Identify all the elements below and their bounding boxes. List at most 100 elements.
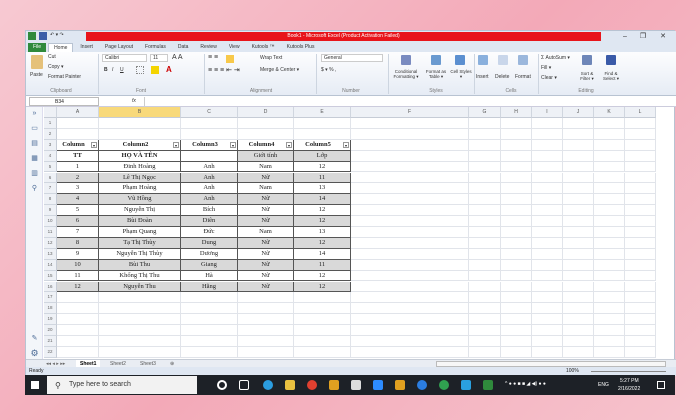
- cell[interactable]: [501, 128, 532, 140]
- cell[interactable]: [625, 205, 656, 217]
- cell[interactable]: [501, 281, 532, 293]
- cell[interactable]: [594, 248, 625, 260]
- cell[interactable]: [351, 194, 469, 206]
- cell[interactable]: [238, 118, 294, 129]
- cell[interactable]: [532, 194, 563, 206]
- table-cell[interactable]: Nữ: [238, 194, 294, 206]
- cell[interactable]: [469, 172, 501, 184]
- table-cell[interactable]: Nữ: [238, 172, 294, 184]
- table-cell[interactable]: Nữ: [238, 205, 294, 217]
- table-header-cell[interactable]: Column3 ▾: [181, 139, 238, 151]
- cell[interactable]: [57, 292, 99, 304]
- cell[interactable]: [501, 194, 532, 206]
- cell[interactable]: [594, 270, 625, 282]
- table-cell[interactable]: 9: [57, 248, 99, 260]
- cell[interactable]: [469, 281, 501, 293]
- taskbar-search[interactable]: Type here to search: [47, 376, 197, 394]
- cell[interactable]: [594, 259, 625, 271]
- cell[interactable]: [501, 237, 532, 249]
- table-cell[interactable]: 11: [294, 259, 351, 271]
- row-header[interactable]: 18: [44, 303, 57, 315]
- cell[interactable]: [469, 259, 501, 271]
- cell[interactable]: [594, 314, 625, 326]
- cell[interactable]: [625, 161, 656, 173]
- format-table-button[interactable]: Format as Table ▾: [425, 69, 447, 79]
- cell[interactable]: [625, 292, 656, 304]
- cell[interactable]: [469, 314, 501, 326]
- cell[interactable]: [563, 139, 594, 151]
- table-cell[interactable]: [181, 150, 238, 162]
- cell[interactable]: [625, 139, 656, 151]
- table-cell[interactable]: 13: [294, 227, 351, 238]
- cell[interactable]: [625, 216, 656, 227]
- filter-dropdown-icon[interactable]: ▾: [91, 141, 97, 148]
- excel-taskbar-icon[interactable]: [483, 380, 493, 390]
- cell[interactable]: [563, 292, 594, 304]
- table-cell[interactable]: Đức: [181, 227, 238, 238]
- cell[interactable]: [351, 150, 469, 162]
- fill-color-icon[interactable]: [151, 66, 159, 74]
- column-header-G[interactable]: G: [469, 107, 501, 118]
- borders-icon[interactable]: [136, 66, 144, 74]
- minimize-button[interactable]: –: [623, 33, 627, 40]
- table-cell[interactable]: 3: [57, 183, 99, 195]
- cell[interactable]: [563, 281, 594, 293]
- table-cell[interactable]: Bích: [181, 205, 238, 217]
- cell[interactable]: [294, 292, 351, 304]
- currency-button[interactable]: $ ▾ % ,: [321, 67, 337, 73]
- cell[interactable]: [501, 139, 532, 151]
- tab-kutools-plus[interactable]: Kutools Plus: [286, 44, 315, 50]
- tab-file[interactable]: File: [28, 43, 47, 52]
- cell[interactable]: [625, 346, 656, 358]
- table-cell[interactable]: Đinh Hoàng: [99, 161, 181, 173]
- sheet-tab-sheet1[interactable]: Sheet1: [76, 360, 101, 368]
- cell[interactable]: [294, 118, 351, 129]
- cell[interactable]: [563, 237, 594, 249]
- paste-button[interactable]: Paste: [30, 72, 43, 78]
- formula-input[interactable]: [144, 97, 672, 106]
- table-cell[interactable]: Anh: [181, 161, 238, 173]
- filter-dropdown-icon[interactable]: ▾: [173, 141, 179, 148]
- cell[interactable]: [351, 336, 469, 347]
- table-cell[interactable]: Anh: [181, 183, 238, 195]
- note-icon[interactable]: ✎: [31, 335, 38, 342]
- cortana-icon[interactable]: [217, 380, 227, 390]
- table-cell[interactable]: Giới tính: [238, 150, 294, 162]
- font-size-select[interactable]: 11: [150, 54, 168, 62]
- cell[interactable]: [532, 139, 563, 151]
- cell[interactable]: [625, 172, 656, 184]
- workbook-icon[interactable]: ▭: [31, 125, 38, 132]
- cell[interactable]: [351, 227, 469, 238]
- cell[interactable]: [594, 292, 625, 304]
- cell[interactable]: [351, 205, 469, 217]
- table-cell[interactable]: Vũ Hồng: [99, 194, 181, 206]
- cell[interactable]: [594, 227, 625, 238]
- cell[interactable]: [563, 216, 594, 227]
- task-view-icon[interactable]: [239, 380, 249, 390]
- cell[interactable]: [469, 216, 501, 227]
- cell[interactable]: [181, 336, 238, 347]
- find-replace-icon[interactable]: ⚲: [31, 185, 38, 192]
- cell[interactable]: [469, 183, 501, 195]
- cell[interactable]: [625, 237, 656, 249]
- cell[interactable]: [532, 161, 563, 173]
- wrap-text-button[interactable]: Wrap Text: [260, 55, 283, 61]
- row-header[interactable]: 15: [44, 270, 57, 282]
- cell[interactable]: [532, 172, 563, 184]
- table-cell[interactable]: 2: [57, 172, 99, 184]
- cell[interactable]: [594, 128, 625, 140]
- cell[interactable]: [99, 314, 181, 326]
- cell[interactable]: [625, 194, 656, 206]
- table-cell[interactable]: 12: [294, 281, 351, 293]
- table-cell[interactable]: 12: [294, 216, 351, 227]
- table-cell[interactable]: Nam: [238, 183, 294, 195]
- table-cell[interactable]: 10: [57, 259, 99, 271]
- column-header-E[interactable]: E: [294, 107, 351, 118]
- cell[interactable]: [594, 216, 625, 227]
- cell[interactable]: [57, 314, 99, 326]
- table-cell[interactable]: HỌ VÀ TÊN: [99, 150, 181, 162]
- cell[interactable]: [563, 183, 594, 195]
- app-icon[interactable]: [351, 380, 361, 390]
- cell[interactable]: [99, 292, 181, 304]
- grow-font-icon[interactable]: A A: [172, 54, 183, 61]
